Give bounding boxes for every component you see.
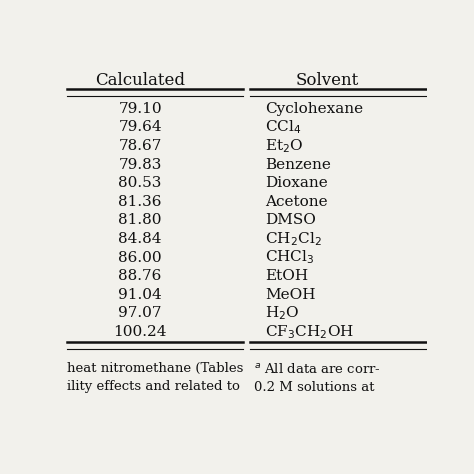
Text: CF$_3$CH$_2$OH: CF$_3$CH$_2$OH xyxy=(265,323,354,341)
Text: CH$_2$Cl$_2$: CH$_2$Cl$_2$ xyxy=(265,230,322,248)
Text: 80.53: 80.53 xyxy=(118,176,162,190)
Text: DMSO: DMSO xyxy=(265,213,316,228)
Text: 81.36: 81.36 xyxy=(118,195,162,209)
Text: Et$_2$O: Et$_2$O xyxy=(265,137,303,155)
Text: CCl$_4$: CCl$_4$ xyxy=(265,118,301,136)
Text: Dioxane: Dioxane xyxy=(265,176,328,190)
Text: 88.76: 88.76 xyxy=(118,269,162,283)
Text: 79.10: 79.10 xyxy=(118,102,162,116)
Text: 79.64: 79.64 xyxy=(118,120,162,134)
Text: 79.83: 79.83 xyxy=(118,157,162,172)
Text: heat nitromethane (Tables
ility effects and related to: heat nitromethane (Tables ility effects … xyxy=(66,362,243,393)
Text: EtOH: EtOH xyxy=(265,269,308,283)
Text: Calculated: Calculated xyxy=(95,72,185,89)
Text: Acetone: Acetone xyxy=(265,195,328,209)
Text: Cyclohexane: Cyclohexane xyxy=(265,102,363,116)
Text: 97.07: 97.07 xyxy=(118,307,162,320)
Text: H$_2$O: H$_2$O xyxy=(265,305,300,322)
Text: 86.00: 86.00 xyxy=(118,251,162,264)
Text: CHCl$_3$: CHCl$_3$ xyxy=(265,249,315,266)
Text: 84.84: 84.84 xyxy=(118,232,162,246)
Text: 81.80: 81.80 xyxy=(118,213,162,228)
Text: 100.24: 100.24 xyxy=(113,325,167,339)
Text: 91.04: 91.04 xyxy=(118,288,162,302)
Text: Benzene: Benzene xyxy=(265,157,331,172)
Text: $^{a}$ All data are corr-
0.2 M solutions at: $^{a}$ All data are corr- 0.2 M solution… xyxy=(254,362,381,394)
Text: 78.67: 78.67 xyxy=(118,139,162,153)
Text: Solvent: Solvent xyxy=(296,72,359,89)
Text: MeOH: MeOH xyxy=(265,288,316,302)
